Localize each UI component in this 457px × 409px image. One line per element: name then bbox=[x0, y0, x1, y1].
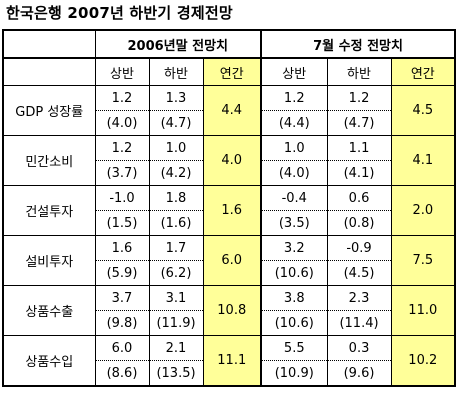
value-cell: (3.5) bbox=[260, 210, 328, 236]
annual-cell: 11.0 bbox=[390, 285, 457, 336]
value-cell: 1.3 bbox=[148, 85, 204, 111]
value-cell: (9.8) bbox=[94, 310, 150, 336]
table-row: (3.7) (4.2) (4.0) (4.1) bbox=[3, 160, 455, 186]
table-row: GDP 성장률 1.2 1.3 4.4 1.2 1.2 4.5 bbox=[2, 85, 457, 136]
annual-cell: 10.2 bbox=[390, 335, 457, 387]
annual-cell: 1.6 bbox=[202, 185, 262, 236]
value-cell: (9.6) bbox=[326, 360, 392, 387]
value-cell: -1.0 bbox=[94, 185, 150, 211]
value-cell: (3.7) bbox=[94, 160, 150, 186]
annual-cell: 6.0 bbox=[202, 235, 262, 286]
subheader-second-half: 하반 bbox=[148, 57, 204, 86]
table-row: (8.6) (13.5) (10.9) (9.6) bbox=[3, 360, 455, 387]
value-cell: 1.2 bbox=[94, 135, 150, 161]
value-cell: 1.2 bbox=[94, 85, 150, 111]
subheader-first-half: 상반 bbox=[260, 57, 328, 86]
value-cell: (1.6) bbox=[148, 210, 204, 236]
subheader-annual: 연간 bbox=[202, 57, 262, 86]
table-row: 상품수출 3.7 3.1 10.8 3.8 2.3 11.0 bbox=[2, 285, 457, 336]
subheader-second-half: 하반 bbox=[326, 57, 392, 86]
value-cell: 1.6 bbox=[94, 235, 150, 261]
value-cell: (5.9) bbox=[94, 260, 150, 286]
value-cell: 1.7 bbox=[148, 235, 204, 261]
value-cell: (11.9) bbox=[148, 310, 204, 336]
value-cell: 1.2 bbox=[326, 85, 392, 111]
table-row: 건설투자 -1.0 1.8 1.6 -0.4 0.6 2.0 bbox=[2, 185, 457, 236]
value-cell: 5.5 bbox=[260, 335, 328, 361]
value-cell: (6.2) bbox=[148, 260, 204, 286]
annual-cell: 11.1 bbox=[202, 335, 262, 387]
group-header-2006: 2006년말 전망치 bbox=[94, 29, 262, 59]
table-row: 상품수입 6.0 2.1 11.1 5.5 0.3 10.2 bbox=[2, 335, 457, 387]
value-cell: 1.0 bbox=[148, 135, 204, 161]
annual-cell: 10.8 bbox=[202, 285, 262, 336]
value-cell: (4.7) bbox=[326, 110, 392, 136]
page-title: 한국은행 2007년 하반기 경제전망 bbox=[6, 4, 233, 22]
table-row: (5.9) (6.2) (10.6) (4.5) bbox=[3, 260, 455, 286]
annual-cell: 4.0 bbox=[202, 135, 262, 186]
annual-cell: 4.1 bbox=[390, 135, 457, 186]
value-cell: (4.1) bbox=[326, 160, 392, 186]
value-cell: (4.5) bbox=[326, 260, 392, 286]
table-row: 설비투자 1.6 1.7 6.0 3.2 -0.9 7.5 bbox=[2, 235, 457, 286]
value-cell: (4.7) bbox=[148, 110, 204, 136]
value-cell: (4.2) bbox=[148, 160, 204, 186]
value-cell: (10.9) bbox=[260, 360, 328, 387]
value-cell: 0.3 bbox=[326, 335, 392, 361]
row-label: 건설투자 bbox=[2, 185, 96, 236]
value-cell: -0.9 bbox=[326, 235, 392, 261]
sub-header-row: 상반 하반 연간 상반 하반 연간 bbox=[2, 57, 457, 86]
value-cell: 2.3 bbox=[326, 285, 392, 311]
annual-cell: 4.4 bbox=[202, 85, 262, 136]
value-cell: -0.4 bbox=[260, 185, 328, 211]
value-cell: (4.4) bbox=[260, 110, 328, 136]
value-cell: 2.1 bbox=[148, 335, 204, 361]
value-cell: (10.6) bbox=[260, 310, 328, 336]
value-cell: 3.8 bbox=[260, 285, 328, 311]
value-cell: (13.5) bbox=[148, 360, 204, 387]
row-label: 상품수입 bbox=[2, 335, 96, 387]
value-cell: (1.5) bbox=[94, 210, 150, 236]
value-cell: 1.8 bbox=[148, 185, 204, 211]
label-header-cell bbox=[2, 57, 96, 86]
corner-cell bbox=[2, 29, 96, 59]
value-cell: 1.0 bbox=[260, 135, 328, 161]
value-cell: 6.0 bbox=[94, 335, 150, 361]
group-header-july: 7월 수정 전망치 bbox=[260, 29, 457, 59]
value-cell: (8.6) bbox=[94, 360, 150, 387]
value-cell: (4.0) bbox=[260, 160, 328, 186]
row-label: GDP 성장률 bbox=[2, 85, 96, 136]
subheader-first-half: 상반 bbox=[94, 57, 150, 86]
annual-cell: 4.5 bbox=[390, 85, 457, 136]
table-row: (4.0) (4.7) (4.4) (4.7) bbox=[3, 110, 455, 136]
row-label: 설비투자 bbox=[2, 235, 96, 286]
value-cell: 1.1 bbox=[326, 135, 392, 161]
value-cell: (4.0) bbox=[94, 110, 150, 136]
row-label: 상품수출 bbox=[2, 285, 96, 336]
value-cell: 0.6 bbox=[326, 185, 392, 211]
value-cell: (11.4) bbox=[326, 310, 392, 336]
value-cell: 3.1 bbox=[148, 285, 204, 311]
value-cell: (10.6) bbox=[260, 260, 328, 286]
subheader-annual: 연간 bbox=[390, 57, 457, 86]
table-row: 민간소비 1.2 1.0 4.0 1.0 1.1 4.1 bbox=[2, 135, 457, 186]
table-row: (9.8) (11.9) (10.6) (11.4) bbox=[3, 310, 455, 336]
annual-cell: 7.5 bbox=[390, 235, 457, 286]
value-cell: 1.2 bbox=[260, 85, 328, 111]
value-cell: 3.2 bbox=[260, 235, 328, 261]
value-cell: (0.8) bbox=[326, 210, 392, 236]
value-cell: 3.7 bbox=[94, 285, 150, 311]
table-row: (1.5) (1.6) (3.5) (0.8) bbox=[3, 210, 455, 236]
annual-cell: 2.0 bbox=[390, 185, 457, 236]
row-label: 민간소비 bbox=[2, 135, 96, 186]
forecast-table: 2006년말 전망치 7월 수정 전망치 상반 하반 연간 상반 하반 연간 G… bbox=[2, 29, 457, 387]
group-header-row: 2006년말 전망치 7월 수정 전망치 bbox=[2, 29, 457, 59]
